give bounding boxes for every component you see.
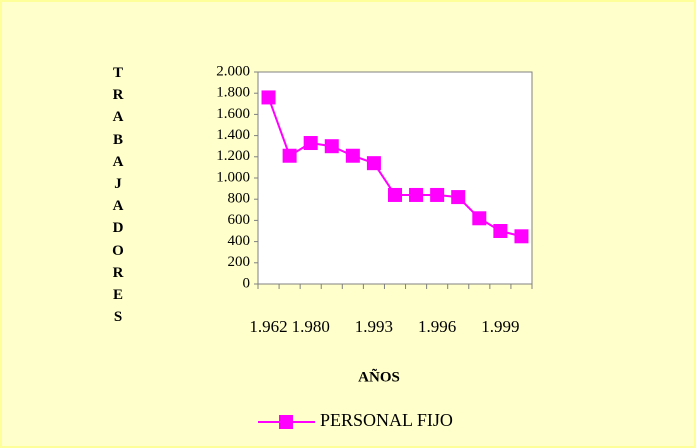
x-tick-label: 1.993 [355, 317, 393, 336]
legend-label: PERSONAL FIJO [320, 410, 453, 430]
y-axis-title: TRABAJADORES [112, 65, 124, 326]
data-point [345, 148, 360, 163]
y-tick-label: 1.000 [216, 169, 250, 185]
x-axis-title: AÑOS [358, 367, 400, 385]
y-tick-label: 1.200 [216, 148, 250, 164]
data-point [451, 190, 466, 205]
data-point [493, 224, 508, 238]
data-point [282, 148, 297, 163]
y-tick-label: 400 [228, 233, 251, 249]
data-point [472, 211, 487, 226]
data-point [409, 187, 424, 202]
y-tick-label: 1.600 [216, 106, 250, 122]
data-point [261, 90, 276, 105]
data-point [366, 156, 381, 171]
data-point [324, 139, 339, 154]
y-tick-label: 600 [228, 212, 251, 228]
y-tick-label: 2.000 [216, 63, 250, 79]
x-tick-label: 1.980 [292, 317, 330, 336]
data-point [388, 187, 402, 202]
data-point [514, 229, 529, 244]
y-tick-label: 1.800 [216, 85, 250, 101]
y-tick-label: 1.400 [216, 127, 250, 143]
x-tick-label: 1.999 [481, 317, 519, 336]
x-tick-label: 1.996 [418, 317, 456, 336]
legend-marker [279, 415, 293, 429]
y-tick-label: 800 [228, 191, 251, 207]
data-point [303, 136, 318, 151]
x-tick-label: 1.962 [249, 317, 287, 336]
y-tick-label: 0 [243, 275, 251, 291]
data-point [430, 187, 445, 202]
y-tick-label: 200 [228, 254, 251, 270]
plot-area [257, 71, 533, 285]
